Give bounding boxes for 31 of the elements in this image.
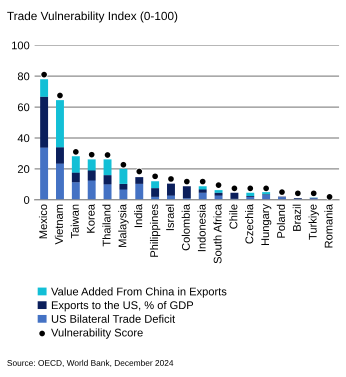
x-tick-label: Chile <box>229 204 238 229</box>
chart-title: Trade Vulnerability Index (0-100) <box>7 11 178 22</box>
x-tick-label: Czechia <box>245 204 254 244</box>
x-tick-label: South Africa <box>213 204 222 264</box>
x-tick-label: Turkiye <box>308 204 319 240</box>
x-tick-label: Philippines <box>150 204 160 257</box>
x-tick-label: Israel <box>166 204 174 230</box>
x-tick-label: Romania <box>324 204 333 248</box>
y-tick-label: 80 <box>18 72 30 80</box>
legend-label: Exports to the US, % of GDP <box>52 300 194 312</box>
y-tick-label: 40 <box>18 134 30 142</box>
x-tick-label: India <box>134 204 142 228</box>
x-tick-label: Thailand <box>102 204 111 246</box>
x-tick-label: Taiwan <box>70 204 79 238</box>
source-note: Source: OECD, World Bank, December 2024 <box>7 360 174 367</box>
x-tick-label: Indonesia <box>198 204 206 252</box>
x-tick-label: Hungary <box>261 204 272 246</box>
x-tick-label: Colombia <box>182 204 190 250</box>
legend-label: Vulnerability Score <box>51 328 143 339</box>
legend-label: US Bilateral Trade Deficit <box>52 314 176 323</box>
x-tick-label: Malaysia <box>118 204 129 247</box>
legend-label: Value Added From China in Exports <box>51 287 226 298</box>
y-tick-label: 0 <box>24 196 30 204</box>
y-tick-label: 100 <box>12 42 30 50</box>
x-tick-label: Mexico <box>38 204 48 238</box>
x-tick-label: Korea <box>86 204 95 233</box>
x-tick-label: Poland <box>276 204 285 238</box>
y-tick-label: 20 <box>18 165 30 174</box>
x-tick-label: Vietnam <box>54 204 63 244</box>
y-tick-label: 60 <box>18 103 30 112</box>
x-tick-label: Brazil <box>292 204 301 231</box>
